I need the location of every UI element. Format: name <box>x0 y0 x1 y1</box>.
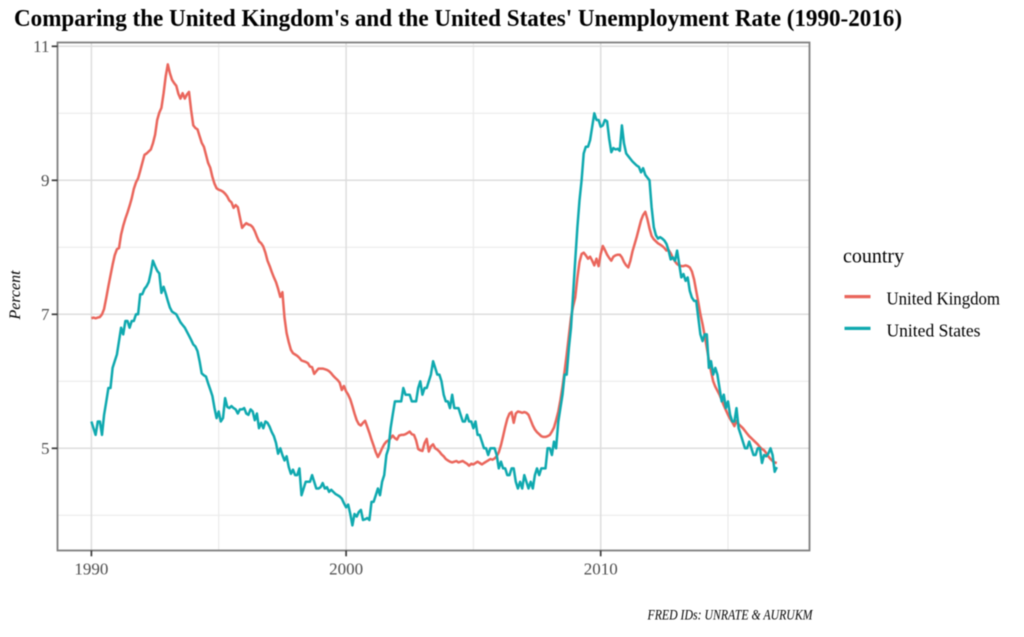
svg-text:9: 9 <box>41 171 50 190</box>
svg-text:country: country <box>843 246 904 268</box>
svg-text:United States: United States <box>887 321 981 341</box>
svg-text:Percent: Percent <box>7 270 24 321</box>
svg-text:United Kingdom: United Kingdom <box>887 289 1001 309</box>
svg-text:7: 7 <box>41 305 50 324</box>
svg-text:Comparing the United Kingdom's: Comparing the United Kingdom's and the U… <box>14 6 902 32</box>
svg-text:FRED IDs: UNRATE & AURUKM: FRED IDs: UNRATE & AURUKM <box>647 608 814 624</box>
svg-text:1990: 1990 <box>74 559 108 578</box>
svg-text:5: 5 <box>41 439 50 458</box>
svg-text:2010: 2010 <box>584 559 618 578</box>
svg-text:2000: 2000 <box>329 559 363 578</box>
svg-text:11: 11 <box>33 37 49 56</box>
